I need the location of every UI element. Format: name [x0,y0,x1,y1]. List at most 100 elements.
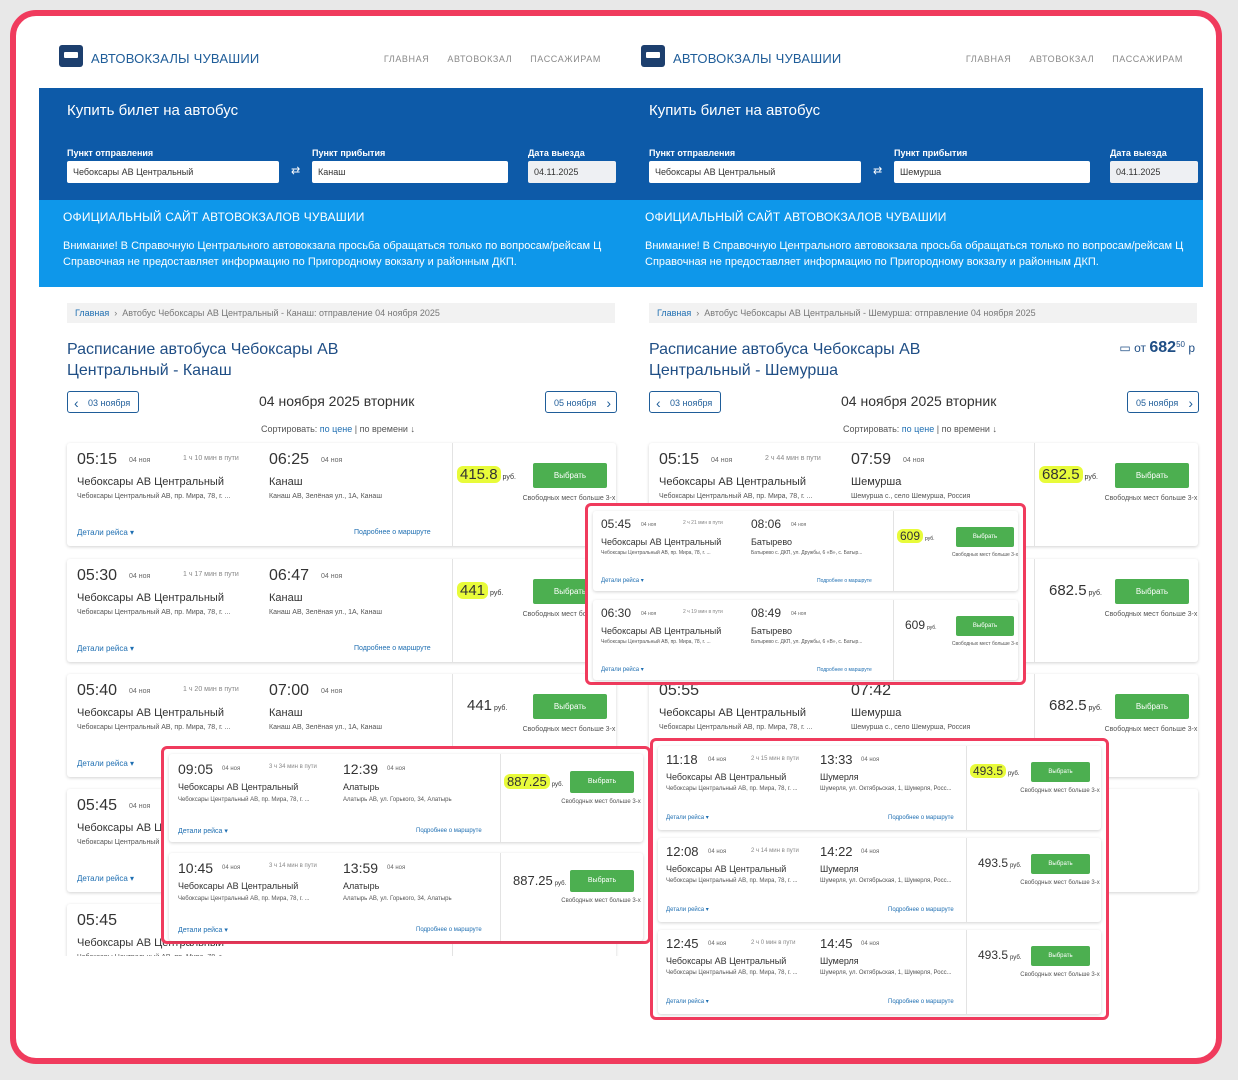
select-button[interactable]: Выбрать [533,694,607,719]
trip-details-toggle[interactable]: Детали рейса ▾ [77,874,135,883]
sort-by-price-link[interactable]: по цене [901,424,935,434]
trip-details-toggle[interactable]: Детали рейса ▾ [666,907,709,913]
route-details-link[interactable]: Подробнее о маршруте [354,645,431,652]
nav-station[interactable]: АВТОВОКЗАЛ [447,54,513,64]
ticket-price: 441 руб. [467,697,507,714]
departure-date: 04 ноя [222,766,241,772]
select-button[interactable]: Выбрать [1031,946,1090,966]
trip-details-toggle[interactable]: Детали рейса ▾ [601,667,644,673]
trip-details-toggle[interactable]: Детали рейса ▾ [77,528,135,537]
highlight-box-alatyr: 09:05 04 ноя 3 ч 34 мин в пути Чебоксары АВ… [161,746,651,944]
arrival-address: Шумерля, ул. Октябрьская, 1, Шумерля, Ро… [820,970,952,976]
sort-by-price-link[interactable]: по цене [319,424,353,434]
trip-details-toggle[interactable]: Детали рейса ▾ [178,927,228,934]
price-currency: руб. [551,782,564,788]
select-button[interactable]: Выбрать [1031,854,1090,874]
trip-duration: 2 ч 0 мин в пути [751,940,796,946]
date-field[interactable]: 04.11.2025 [528,161,616,183]
date-field[interactable]: 04.11.2025 [1110,161,1198,183]
trip-details-toggle[interactable]: Детали рейса ▾ [77,644,135,653]
brand-name[interactable]: АВТОВОКЗАЛЫ ЧУВАШИИ [91,51,260,66]
seats-info: Свободных мест больше 3-х [522,495,616,502]
swap-arrows-icon[interactable]: ⇄ [291,165,301,177]
trip-card: 12:08 04 ноя 2 ч 14 мин в пути Чебоксары АВ… [658,838,1101,922]
trip-details-toggle[interactable]: Детали рейса ▾ [178,828,228,835]
departure-address: Чебоксары Центральный АВ, пр. Мира, 78, … [178,896,310,902]
trip-details-toggle[interactable]: Детали рейса ▾ [666,999,709,1005]
prev-day-button[interactable]: ‹ 03 ноября [649,391,721,413]
price-value: 682.5 [1039,466,1083,483]
route-details-link[interactable]: Подробнее о маршруте [888,815,954,821]
nav-station[interactable]: АВТОВОКЗАЛ [1029,54,1095,64]
departure-time: 05:45 [77,912,118,929]
next-day-button[interactable]: 05 ноября › [545,391,617,413]
arrival-address: Алатырь АВ, ул. Горького, 34, Алатырь [343,896,452,902]
price-value: 493.5 [970,764,1007,778]
arrival-address: Шемурша с., село Шемурша, Россия [851,724,971,731]
arrival-station: Шумерля [820,956,859,966]
select-button[interactable]: Выбрать [956,616,1014,636]
arrival-time: 14:45 [820,936,853,951]
arrival-time: 06:47 [269,567,310,584]
select-button[interactable]: Выбрать [1115,579,1189,604]
trip-details-toggle[interactable]: Детали рейса ▾ [601,578,644,584]
route-details-link[interactable]: Подробнее о маршруте [416,828,482,834]
price-divider [452,674,453,777]
next-day-button[interactable]: 05 ноября › [1127,391,1199,413]
from-field[interactable]: Чебоксары АВ Центральный [67,161,279,183]
page-title: Расписание автобуса Чебоксары АВ Централь… [649,339,920,381]
nav-passengers[interactable]: ПАССАЖИРАМ [1112,54,1183,64]
arrival-time: 08:06 [751,517,782,531]
prev-day-button[interactable]: ‹ 03 ноября [67,391,139,413]
prev-day-label: 03 ноября [670,398,713,408]
departure-date: 04 ноя [129,803,151,810]
sort-by-time-link[interactable]: по времени ↓ [941,424,997,434]
select-button[interactable]: Выбрать [1115,694,1189,719]
page-title: Расписание автобуса Чебоксары АВ Централь… [67,339,338,381]
trip-card: 11:18 04 ноя 2 ч 15 мин в пути Чебоксары АВ… [658,746,1101,830]
bus-logo-icon[interactable] [59,45,83,67]
route-details-link[interactable]: Подробнее о маршруте [416,927,482,933]
select-button[interactable]: Выбрать [1115,463,1189,488]
swap-arrows-icon[interactable]: ⇄ [873,165,883,177]
route-details-link[interactable]: Подробнее о маршруте [888,999,954,1005]
trip-card: 05:30 04 ноя 1 ч 17 мин в пути Чебоксары АВ… [67,559,616,662]
trip-details-toggle[interactable]: Детали рейса ▾ [77,759,135,768]
select-button[interactable]: Выбрать [533,463,607,488]
arrival-time: 07:59 [851,451,892,468]
route-details-link[interactable]: Подробнее о маршруте [888,907,954,913]
breadcrumb: Главная › Автобус Чебоксары АВ Центральн… [67,303,615,323]
nav-home[interactable]: ГЛАВНАЯ [965,54,1012,64]
brand-name[interactable]: АВТОВОКЗАЛЫ ЧУВАШИИ [673,51,842,66]
select-button[interactable]: Выбрать [956,527,1014,547]
nav-home[interactable]: ГЛАВНАЯ [383,54,430,64]
route-details-link[interactable]: Подробнее о маршруте [817,667,872,673]
select-button[interactable]: Выбрать [570,771,634,793]
trip-details-toggle[interactable]: Детали рейса ▾ [666,815,709,821]
to-field[interactable]: Шемурша [894,161,1090,183]
bus-logo-icon[interactable] [641,45,665,67]
arrival-date: 04 ноя [791,522,807,528]
select-button[interactable]: Выбрать [570,870,634,892]
min-price-value: 682 [1149,339,1177,356]
min-price-kopecks: 50 [1176,340,1185,349]
price-currency: руб. [1088,590,1102,597]
price-currency: руб. [1010,863,1022,869]
price-divider [1034,443,1035,546]
to-field[interactable]: Канаш [312,161,508,183]
route-details-link[interactable]: Подробнее о маршруте [354,529,431,536]
seats-info: Свободных мест больше 3-х [1020,788,1100,794]
arrival-date: 04 ноя [321,573,343,580]
warning-line-2: Справочная не предоставляет информацию п… [63,256,517,268]
from-field[interactable]: Чебоксары АВ Центральный [649,161,861,183]
departure-address: Чебоксары Центральный АВ, пр. Мира, 78, … [601,550,711,556]
departure-date: 04 ноя [641,611,657,617]
route-details-link[interactable]: Подробнее о маршруте [817,578,872,584]
breadcrumb-home-link[interactable]: Главная [75,308,110,318]
arrival-time: 08:49 [751,606,782,620]
ticket-price: 493.5 руб. [978,948,1021,962]
breadcrumb-home-link[interactable]: Главная [657,308,692,318]
sort-by-time-link[interactable]: по времени ↓ [359,424,415,434]
nav-passengers[interactable]: ПАССАЖИРАМ [530,54,601,64]
select-button[interactable]: Выбрать [1031,762,1090,782]
